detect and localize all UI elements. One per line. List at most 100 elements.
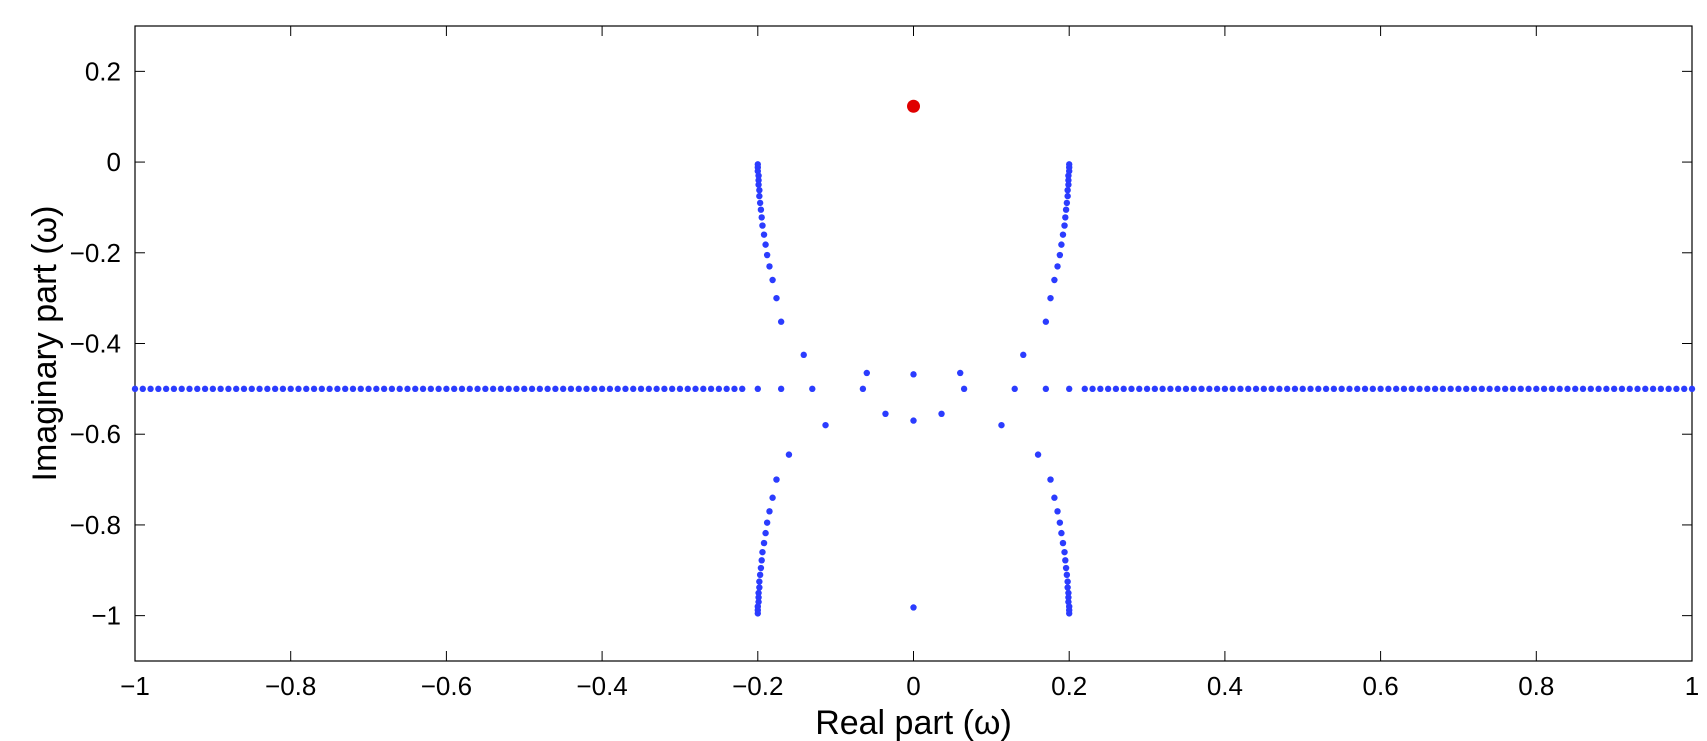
eigenvalue-point <box>1642 385 1649 393</box>
eigenvalue-point <box>1509 385 1517 393</box>
eigenvalue-point <box>758 557 765 564</box>
eigenvalue-point <box>630 385 637 393</box>
eigenvalue-point <box>1354 385 1361 393</box>
eigenvalue-point <box>1221 385 1229 393</box>
eigenvalue-point <box>178 385 185 393</box>
eigenvalue-point <box>692 385 699 393</box>
eigenvalue-point <box>318 385 326 393</box>
eigenvalue-point <box>186 385 193 393</box>
eigenvalue-point <box>1322 385 1330 393</box>
eigenvalue-point <box>754 385 761 393</box>
eigenvalue-point <box>1431 385 1439 393</box>
eigenvalue-point <box>1063 199 1071 207</box>
eigenvalue-point <box>1047 294 1054 302</box>
eigenvalue-point <box>1626 385 1633 393</box>
eigenvalue-point <box>505 385 512 393</box>
eigenvalue-point <box>1307 385 1314 393</box>
eigenvalue-point <box>1455 385 1462 393</box>
eigenvalue-point <box>1556 385 1563 393</box>
eigenvalue-point <box>756 571 764 579</box>
eigenvalue-point <box>1283 385 1291 393</box>
eigenvalue-point <box>1579 385 1587 393</box>
y-tick-label: −1 <box>91 601 121 631</box>
eigenvalue-point <box>139 385 146 393</box>
x-tick-label: −0.2 <box>732 671 783 701</box>
eigenvalue-point <box>583 385 590 393</box>
eigenvalue-point <box>910 371 917 378</box>
eigenvalue-point <box>1062 206 1070 213</box>
x-tick-label: −1 <box>120 671 150 701</box>
eigenvalue-point <box>1688 385 1696 393</box>
eigenvalue-point <box>365 385 372 393</box>
eigenvalue-point <box>1064 186 1071 194</box>
eigenvalue-point <box>1501 385 1509 393</box>
eigenvalue-point <box>209 385 217 393</box>
eigenvalue-point <box>1463 385 1470 393</box>
y-tick-label: −0.6 <box>70 419 121 449</box>
eigenvalue-point <box>303 385 310 393</box>
x-tick-label: −0.4 <box>576 671 627 701</box>
eigenvalue-point <box>1540 385 1548 393</box>
eigenvalue-point <box>1338 385 1345 393</box>
eigenvalue-point <box>653 385 660 393</box>
eigenvalue-point <box>1081 385 1088 393</box>
eigenvalue-point <box>645 385 653 393</box>
eigenvalue-point <box>766 263 773 270</box>
eigenvalue-point <box>497 385 505 393</box>
eigenvalue-point <box>1665 385 1672 393</box>
eigenvalue-point <box>1447 385 1454 393</box>
eigenvalue-point <box>1190 385 1197 393</box>
eigenvalue-point <box>575 385 582 393</box>
eigenvalue-point <box>1062 557 1069 564</box>
eigenvalue-point <box>1206 385 1213 393</box>
eigenvalue-point <box>326 385 333 393</box>
eigenvalue-point <box>388 385 396 393</box>
eigenvalue-point <box>1525 385 1532 393</box>
eigenvalue-point <box>1066 385 1073 393</box>
eigenvalue-point <box>1470 385 1478 393</box>
eigenvalue-point <box>684 385 691 393</box>
eigenvalue-point <box>1011 385 1018 393</box>
eigenvalue-point <box>1097 385 1104 393</box>
eigenvalue-point <box>1062 214 1069 221</box>
eigenvalue-point <box>225 385 232 393</box>
eigenvalue-point <box>1424 385 1431 393</box>
eigenvalue-point <box>1064 584 1071 591</box>
eigenvalue-point <box>1681 385 1688 393</box>
eigenvalue-point <box>1400 385 1408 393</box>
eigenvalue-point <box>1260 385 1268 393</box>
eigenvalue-point <box>1065 589 1072 597</box>
x-axis-title: Real part (ω) <box>815 704 1012 741</box>
eigenvalue-point <box>1065 594 1072 601</box>
eigenvalue-point <box>957 369 964 377</box>
eigenvalue-point <box>1610 385 1618 393</box>
eigenvalue-point <box>757 206 765 213</box>
eigenvalue-point <box>544 385 551 393</box>
eigenvalue-point <box>1120 385 1127 393</box>
eigenvalue-point <box>1603 385 1610 393</box>
eigenvalue-point <box>528 385 536 393</box>
eigenvalue-point <box>489 385 497 393</box>
eigenvalue-point <box>622 385 629 393</box>
eigenvalue-point <box>614 385 621 393</box>
eigenvalue-point <box>1252 385 1260 393</box>
eigenvalue-point <box>233 385 240 393</box>
eigenvalue-point <box>1065 598 1072 606</box>
eigenvalue-point <box>482 385 489 393</box>
eigenvalue-point <box>435 385 442 393</box>
eigenvalue-point <box>769 494 776 501</box>
x-tick-label: −0.6 <box>421 671 472 701</box>
eigenvalue-point <box>1533 385 1540 393</box>
eigenvalue-point <box>661 385 668 393</box>
y-tick-label: −0.2 <box>70 238 121 268</box>
eigenvalue-point <box>1595 385 1602 393</box>
eigenvalue-point <box>217 385 224 393</box>
eigenvalue-point <box>756 578 763 585</box>
eigenvalue-point <box>536 385 544 393</box>
eigenvalue-point <box>155 385 162 393</box>
eigenvalue-point <box>1564 385 1571 393</box>
y-axis-title: Imaginary part (ω) <box>26 206 64 482</box>
eigenvalue-point <box>755 594 762 601</box>
eigenvalue-point <box>1369 385 1377 393</box>
